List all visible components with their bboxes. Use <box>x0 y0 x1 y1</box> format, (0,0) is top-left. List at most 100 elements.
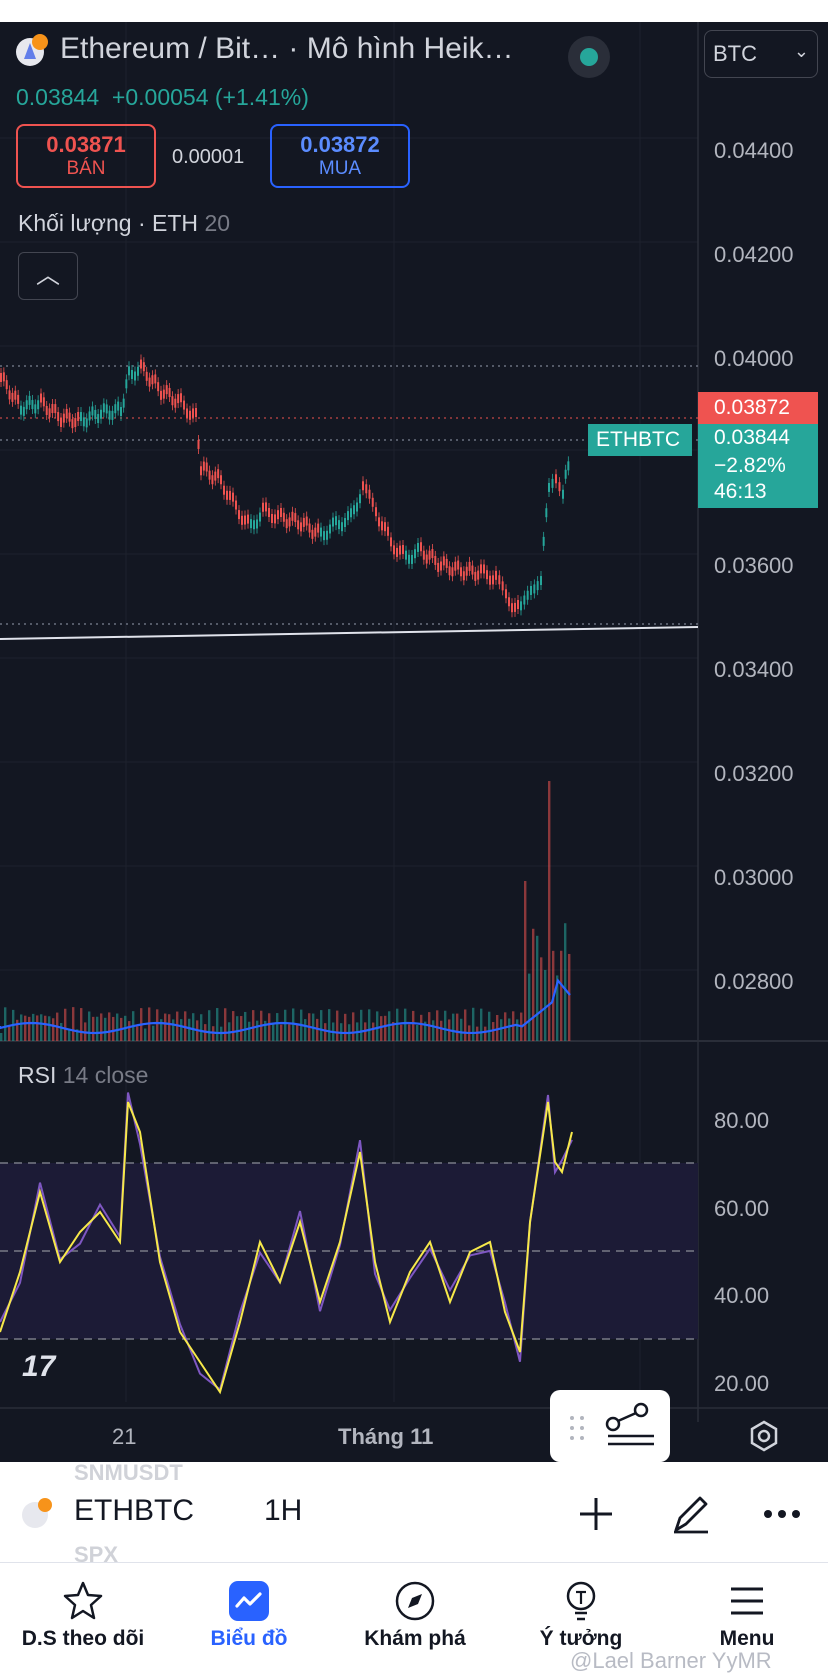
tab-label: Khám phá <box>364 1627 466 1650</box>
price-axis-label: 0.02800 <box>714 969 794 994</box>
tab-label: Ý tưởng <box>539 1627 623 1650</box>
time-axis-label: 21 <box>112 1424 137 1449</box>
volume-bar <box>496 1014 499 1041</box>
chart-area[interactable] <box>0 22 828 1462</box>
symbol-tag: ETHBTC <box>588 424 692 456</box>
volume-bar <box>344 1013 347 1041</box>
tab-chart[interactable]: Biểu đồ <box>166 1563 332 1676</box>
price-axis-label: 0.04000 <box>714 346 794 371</box>
chart-title[interactable]: Ethereum / Bit… · Mô hình Heik… <box>60 32 514 65</box>
volume-bar <box>556 975 559 1041</box>
volume-bar <box>284 1009 287 1041</box>
market-status-icon[interactable] <box>568 36 610 78</box>
collapse-legend-button[interactable]: ︿ <box>18 252 78 300</box>
price-axis-label: 0.03400 <box>714 657 794 682</box>
volume-bar <box>8 1025 11 1041</box>
volume-bar <box>32 1013 35 1041</box>
volume-bar <box>236 1016 239 1041</box>
price-axis-label: 0.03600 <box>714 553 794 578</box>
volume-bar <box>192 1013 195 1041</box>
buy-button[interactable]: 0.03872 MUA <box>270 124 410 188</box>
timeframe-button[interactable]: 1H <box>264 1494 303 1527</box>
volume-bar <box>136 1026 139 1041</box>
chevron-down-icon: ⌄ <box>793 41 809 61</box>
pen-drawing-icon[interactable] <box>668 1492 712 1536</box>
volume-bar <box>240 1016 243 1041</box>
volume-bar <box>424 1021 427 1041</box>
price-axis-label: 0.04200 <box>714 242 794 267</box>
sell-button[interactable]: 0.03871 BÁN <box>16 124 156 188</box>
compass-icon <box>395 1581 435 1621</box>
tab-menu[interactable]: Menu <box>664 1563 828 1676</box>
chart-icon <box>229 1581 269 1621</box>
volume-bar <box>256 1020 259 1041</box>
rsi-axis-label: 40.00 <box>714 1283 770 1308</box>
price-change-line: 0.03844 +0.00054 (+1.41%) <box>16 84 309 111</box>
volume-bar <box>528 973 531 1041</box>
volume-indicator-name: Khối lượng · ETH <box>18 210 199 236</box>
rsi-ma-line <box>0 1101 573 1395</box>
volume-bar <box>68 1029 71 1041</box>
volume-bar <box>372 1022 375 1041</box>
volume-bar <box>392 1022 395 1041</box>
ghost-symbol-top: SNMUSDT <box>74 1460 183 1485</box>
volume-bar <box>524 881 527 1041</box>
add-plus-icon[interactable] <box>578 1496 614 1532</box>
volume-bar <box>160 1019 163 1041</box>
volume-bar <box>100 1013 103 1041</box>
last-price-tag-change: −2.82% <box>714 454 786 477</box>
settings-gear-icon[interactable] <box>748 1420 780 1452</box>
volume-bar <box>444 1010 447 1041</box>
spread-value: 0.00001 <box>172 146 245 168</box>
volume-bar <box>460 1018 463 1041</box>
volume-bar <box>288 1024 291 1041</box>
volume-bar <box>316 1018 319 1041</box>
more-options-icon[interactable] <box>762 1508 802 1520</box>
volume-bar <box>352 1012 355 1041</box>
volume-bar <box>484 1026 487 1041</box>
tab-explore[interactable]: Khám phá <box>332 1563 498 1676</box>
tab-label: Menu <box>719 1627 775 1650</box>
volume-indicator-param: 20 <box>204 210 231 236</box>
tab-label: D.S theo dõi <box>21 1627 145 1650</box>
volume-bar <box>320 1010 323 1041</box>
currency-select[interactable]: BTC ⌄ <box>704 30 818 78</box>
rsi-axis-label: 60.00 <box>714 1196 770 1221</box>
volume-bar <box>52 1018 55 1041</box>
tab-watchlist[interactable]: D.S theo dõi <box>0 1563 166 1676</box>
volume-bar <box>104 1017 107 1041</box>
volume-bar <box>272 1023 275 1041</box>
buy-label: MUA <box>318 158 362 179</box>
sell-label: BÁN <box>66 158 106 179</box>
volume-bar <box>436 1010 439 1041</box>
volume-bar <box>156 1009 159 1041</box>
volume-bar <box>360 1009 363 1041</box>
volume-bar <box>564 923 567 1041</box>
rsi-indicator-label[interactable]: RSI 14 close <box>18 1062 148 1089</box>
last-price-tag: 0.03844 −2.82% 46:13 <box>698 424 818 508</box>
symbol-name[interactable]: ETHBTC <box>74 1494 194 1527</box>
volume-bar <box>128 1021 131 1041</box>
trend-line-icon <box>570 1402 654 1446</box>
volume-bar <box>200 1014 203 1041</box>
tab-ideas[interactable]: Ý tưởng <box>498 1563 664 1676</box>
volume-bar <box>264 1020 267 1041</box>
volume-bar <box>232 1011 235 1041</box>
chart-canvas[interactable] <box>0 22 828 1462</box>
price-change: +0.00054 (+1.41%) <box>111 84 309 110</box>
price-axis-label: 0.03200 <box>714 761 794 786</box>
volume-bar <box>76 1029 79 1041</box>
volume-bar <box>380 1016 383 1041</box>
ask-price-tag: 0.03872 <box>698 392 818 424</box>
volume-bar <box>0 1033 3 1041</box>
drawing-tools-button[interactable] <box>550 1390 670 1462</box>
volume-bar <box>532 928 535 1041</box>
volume-bar <box>4 1007 7 1041</box>
volume-bar <box>96 1016 99 1041</box>
volume-indicator-label[interactable]: Khối lượng · ETH 20 <box>18 210 230 237</box>
volume-bar <box>248 1021 251 1041</box>
volume-bar <box>72 1007 75 1041</box>
volume-bar <box>536 935 539 1041</box>
volume-bar <box>500 1019 503 1041</box>
last-price: 0.03844 <box>16 84 100 110</box>
